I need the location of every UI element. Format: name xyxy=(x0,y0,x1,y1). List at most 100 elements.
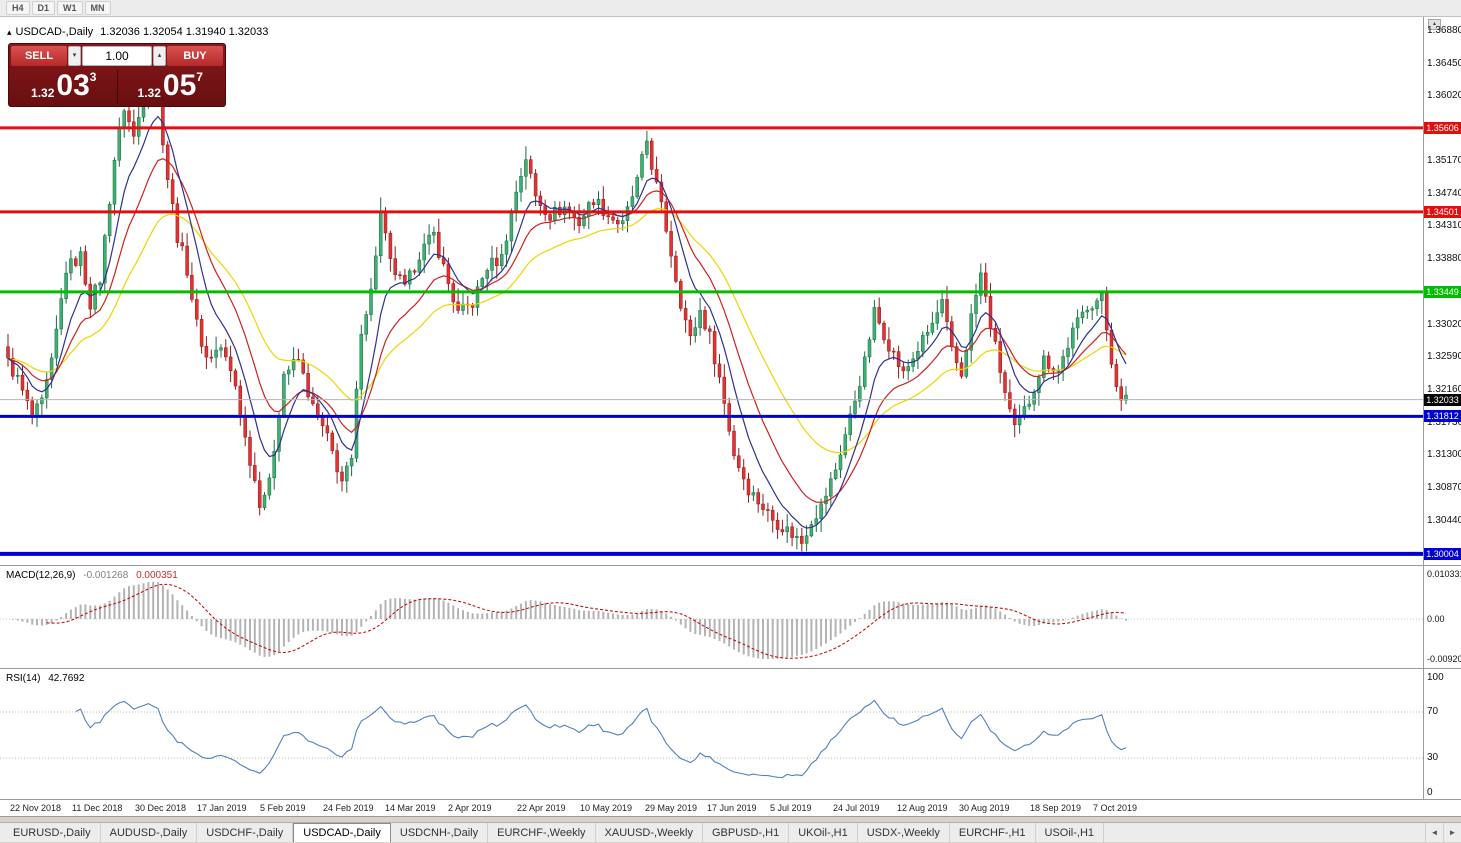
slow-ma-line xyxy=(7,207,1127,454)
current-price-badge: 1.32033 xyxy=(1424,394,1461,406)
date-axis-label: 12 Aug 2019 xyxy=(897,803,948,813)
macd-pane[interactable] xyxy=(0,566,1423,667)
buy-price-prefix: 1.32 xyxy=(137,86,161,100)
macd-axis-label: 0.010331 xyxy=(1427,569,1461,579)
price-axis-label: 1.32590 xyxy=(1427,351,1461,362)
tabs-scroll-left-icon[interactable]: ◄ xyxy=(1425,823,1443,842)
sell-price-big: 03 xyxy=(56,69,90,102)
price-level-badge: 1.30004 xyxy=(1424,548,1461,560)
timeframe-button-d1[interactable]: D1 xyxy=(31,1,56,15)
fast-ma-line xyxy=(7,115,1127,529)
price-divider xyxy=(116,70,118,104)
price-axis-label: 1.36020 xyxy=(1427,90,1461,101)
sell-price-pip: 3 xyxy=(89,70,97,84)
date-axis-label: 5 Feb 2019 xyxy=(260,803,306,813)
volume-increment-icon[interactable]: ▴ xyxy=(153,46,166,66)
tab-scroll-buttons: ◄ ► xyxy=(1425,823,1461,842)
macd-axis-label: 0.00 xyxy=(1427,614,1445,624)
one-click-trading-panel: SELL ▾ ▴ BUY 1.32 03 3 1.32 05 7 xyxy=(8,43,226,107)
price-axis-label: 1.32160 xyxy=(1427,384,1461,395)
timeframe-buttons: H4 D1 W1 MN xyxy=(6,1,113,15)
rsi-name: RSI(14) xyxy=(6,673,41,684)
price-axis-label: 1.30870 xyxy=(1427,482,1461,493)
rsi-axis-label: 100 xyxy=(1427,672,1444,683)
date-axis-label: 17 Jun 2019 xyxy=(707,803,757,813)
collapse-one-click-icon[interactable]: ▴ xyxy=(7,27,12,37)
timeframe-button-w1[interactable]: W1 xyxy=(57,1,83,15)
chart-tab-eurchf-weekly[interactable]: EURCHF-,Weekly xyxy=(488,823,596,842)
date-axis-label: 14 Mar 2019 xyxy=(385,803,436,813)
timeframe-toolbar: H4 D1 W1 MN xyxy=(0,0,1461,17)
chart-symbol-label: USDCAD-,Daily xyxy=(15,26,94,38)
date-axis-label: 18 Sep 2019 xyxy=(1030,803,1082,813)
chart-tab-eurusd-daily[interactable]: EURUSD-,Daily xyxy=(4,823,101,842)
sell-button[interactable]: SELL xyxy=(11,46,67,66)
date-axis-label: 17 Jan 2019 xyxy=(197,803,247,813)
scroll-up-button[interactable]: ▴ xyxy=(1428,19,1441,30)
rsi-axis-label: 0 xyxy=(1427,787,1433,798)
pane-separator xyxy=(0,799,1461,800)
date-axis-label: 11 Dec 2018 xyxy=(72,803,123,813)
price-axis-label: 1.35170 xyxy=(1427,155,1461,166)
macd-name: MACD(12,26,9) xyxy=(6,570,76,581)
rsi-pane[interactable] xyxy=(0,669,1423,799)
pane-separator[interactable] xyxy=(0,565,1461,566)
rsi-axis-label: 30 xyxy=(1427,752,1439,763)
pane-separator[interactable] xyxy=(0,668,1461,669)
buy-price-display[interactable]: 1.32 05 7 xyxy=(118,67,224,107)
date-axis-label: 24 Jul 2019 xyxy=(833,803,880,813)
price-axis-label: 1.34740 xyxy=(1427,188,1461,199)
macd-axis-label: -0.009203 xyxy=(1427,654,1461,664)
price-axis-label: 1.33020 xyxy=(1427,319,1461,330)
price-axis-label: 1.36450 xyxy=(1427,58,1461,69)
buy-button[interactable]: BUY xyxy=(167,46,223,66)
chart-tab-gbpusd-h1[interactable]: GBPUSD-,H1 xyxy=(703,823,790,842)
price-level-badge: 1.31812 xyxy=(1424,410,1461,422)
date-axis-label: 24 Feb 2019 xyxy=(323,803,374,813)
chart-title: ▴ USDCAD-,Daily 1.32036 1.32054 1.31940 1.… xyxy=(7,26,268,38)
date-axis-label: 30 Aug 2019 xyxy=(959,803,1010,813)
price-level-badge: 1.34501 xyxy=(1424,206,1461,218)
price-level-badge: 1.35606 xyxy=(1424,122,1461,134)
chart-tab-eurchf-h1[interactable]: EURCHF-,H1 xyxy=(950,823,1036,842)
price-axis-label: 1.31300 xyxy=(1427,449,1461,460)
chart-ohlc-values: 1.32036 1.32054 1.31940 1.32033 xyxy=(100,26,269,38)
price-chart-pane[interactable] xyxy=(0,17,1423,565)
volume-input[interactable] xyxy=(82,46,152,66)
price-axis-separator xyxy=(1423,17,1424,800)
macd-signal-line xyxy=(46,583,1127,659)
chart-tab-usdcad-daily[interactable]: USDCAD-,Daily xyxy=(293,823,391,842)
chart-tab-xauusd-weekly[interactable]: XAUUSD-,Weekly xyxy=(596,823,703,842)
price-axis-label: 1.31730 xyxy=(1427,417,1461,428)
price-axis-label: 1.34310 xyxy=(1427,220,1461,231)
price-axis-label: 1.36880 xyxy=(1427,25,1461,36)
chart-tab-usdx-weekly[interactable]: USDX-,Weekly xyxy=(858,823,950,842)
macd-signal-value: 0.000351 xyxy=(136,570,178,581)
chart-tab-bar: EURUSD-,Daily AUDUSD-,Daily USDCHF-,Daily U… xyxy=(0,822,1461,842)
chart-tab-audusd-daily[interactable]: AUDUSD-,Daily xyxy=(101,823,198,842)
macd-indicator-label: MACD(12,26,9) -0.001268 0.000351 xyxy=(6,570,178,581)
rsi-indicator-label: RSI(14) 42.7692 xyxy=(6,673,84,684)
timeframe-button-mn[interactable]: MN xyxy=(84,1,111,15)
volume-decrement-icon[interactable]: ▾ xyxy=(68,46,81,66)
date-axis-label: 22 Apr 2019 xyxy=(517,803,566,813)
chart-tab-usdcnh-daily[interactable]: USDCNH-,Daily xyxy=(391,823,489,842)
chart-window: ▴ USDCAD-,Daily 1.32036 1.32054 1.31940 1.… xyxy=(0,17,1461,817)
sell-price-display[interactable]: 1.32 03 3 xyxy=(11,67,117,107)
chart-tabs: EURUSD-,Daily AUDUSD-,Daily USDCHF-,Daily U… xyxy=(0,823,1105,842)
rsi-line xyxy=(75,699,1127,779)
date-axis-label: 2 Apr 2019 xyxy=(448,803,492,813)
chart-tab-ukoil-h1[interactable]: UKOil-,H1 xyxy=(789,823,858,842)
rsi-value: 42.7692 xyxy=(48,673,85,684)
buy-price-pip: 7 xyxy=(196,70,203,84)
chart-tab-usoil-h1[interactable]: USOil-,H1 xyxy=(1036,823,1105,842)
sell-price-prefix: 1.32 xyxy=(31,86,55,100)
rsi-axis-label: 70 xyxy=(1427,706,1439,717)
timeframe-button-h4[interactable]: H4 xyxy=(6,1,30,15)
date-axis-label: 22 Nov 2018 xyxy=(10,803,62,813)
candlestick-series xyxy=(6,78,1128,552)
date-axis-label: 10 May 2019 xyxy=(580,803,633,813)
chart-tab-usdchf-daily[interactable]: USDCHF-,Daily xyxy=(197,823,294,842)
tabs-scroll-right-icon[interactable]: ► xyxy=(1443,823,1461,842)
price-level-badge: 1.33449 xyxy=(1424,286,1461,298)
